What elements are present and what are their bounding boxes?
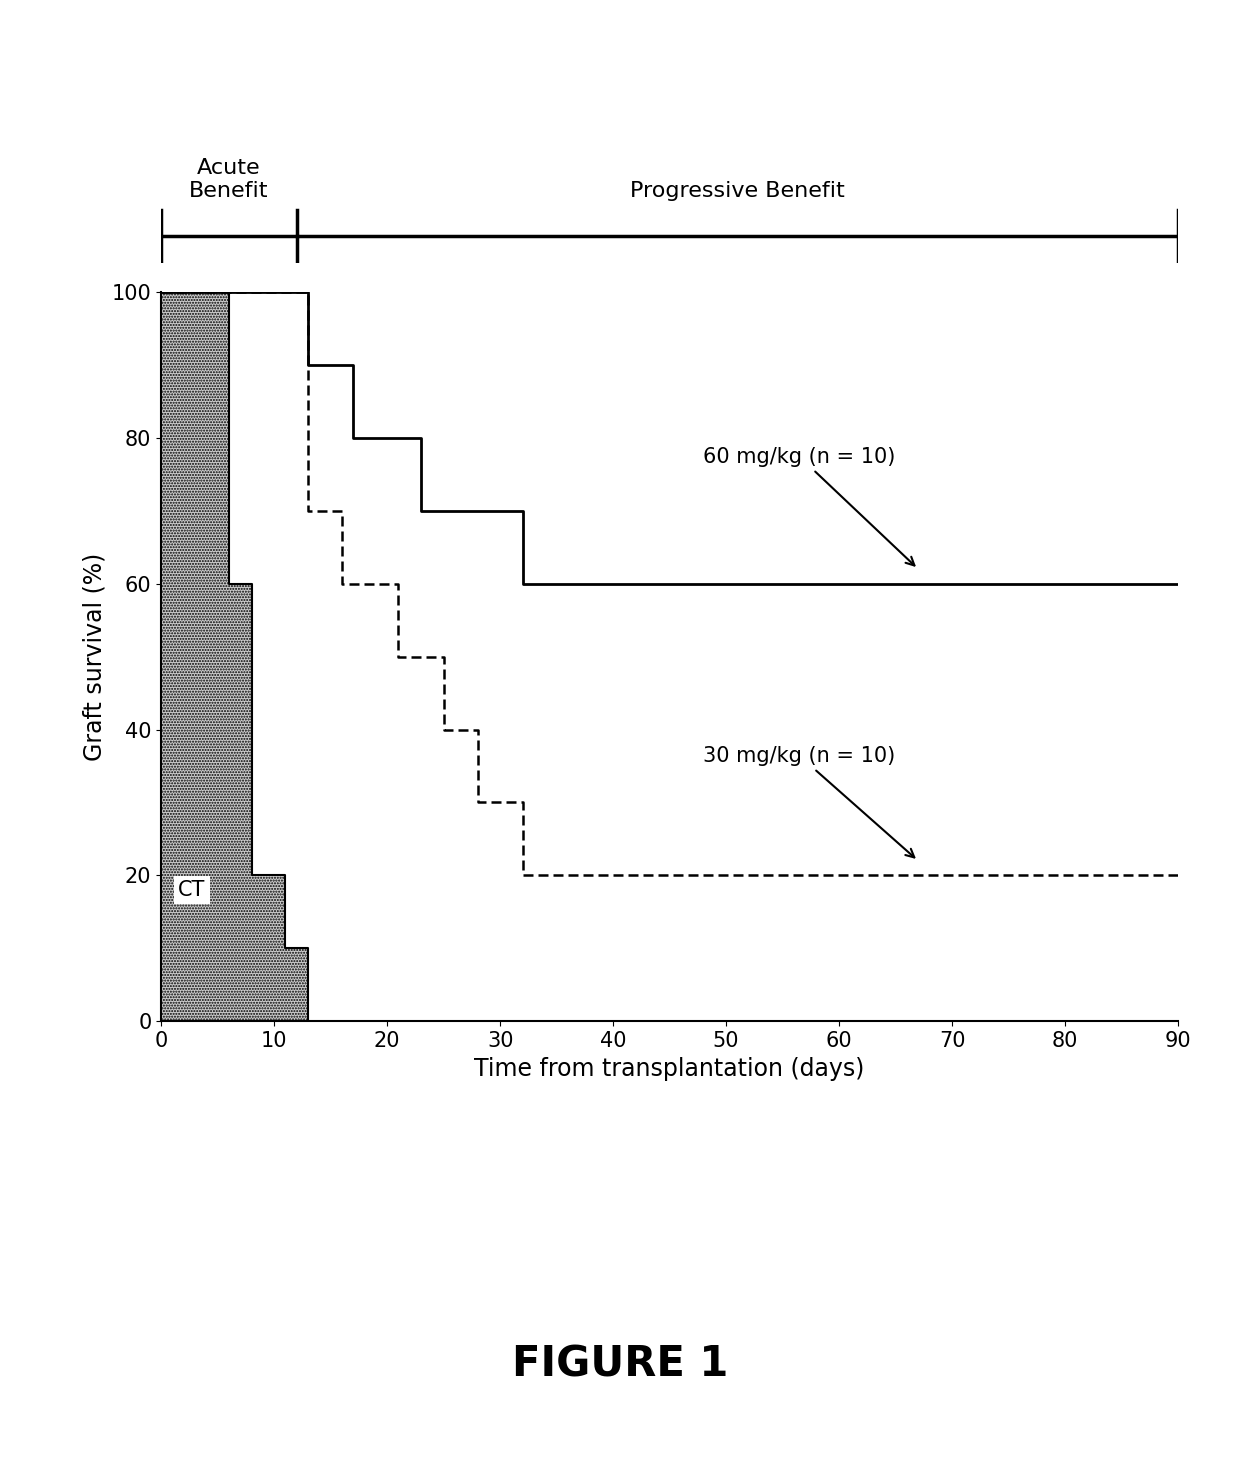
Text: 30 mg/kg (n = 10): 30 mg/kg (n = 10) <box>703 746 914 858</box>
Text: Acute
Benefit: Acute Benefit <box>190 158 269 201</box>
Text: CT: CT <box>179 880 206 900</box>
Text: 60 mg/kg (n = 10): 60 mg/kg (n = 10) <box>703 446 914 566</box>
Y-axis label: Graft survival (%): Graft survival (%) <box>82 553 107 760</box>
Text: Progressive Benefit: Progressive Benefit <box>630 181 844 201</box>
X-axis label: Time from transplantation (days): Time from transplantation (days) <box>475 1056 864 1081</box>
Polygon shape <box>161 292 308 1021</box>
Text: FIGURE 1: FIGURE 1 <box>512 1344 728 1385</box>
